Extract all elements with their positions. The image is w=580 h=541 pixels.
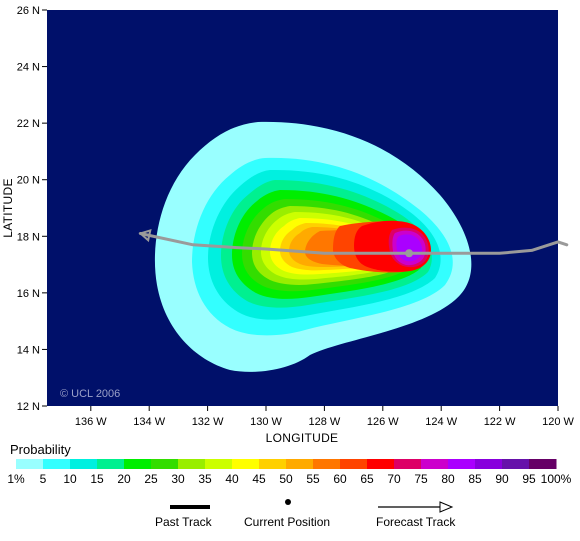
color-scale-label: 40 (225, 472, 239, 486)
forecast-track-arrow-icon (439, 501, 454, 513)
color-scale-swatch (475, 459, 503, 469)
color-scale-label: 75 (414, 472, 428, 486)
color-scale-label: 15 (90, 472, 104, 486)
y-tick-label: 16 N (17, 288, 40, 300)
color-scale-label: 85 (468, 472, 482, 486)
x-tick-label: 134 W (133, 416, 165, 428)
axis-ticks (42, 9, 559, 411)
color-scale-label: 10 (63, 472, 77, 486)
color-scale-swatch (340, 459, 368, 469)
color-scale-swatch (151, 459, 179, 469)
x-tick-label: 132 W (192, 416, 224, 428)
color-scale-label: 95 (522, 472, 536, 486)
probability-legend-title: Probability (10, 442, 71, 457)
probability-scale-labels: 1% 5 10 15 20 25 30 35 40 45 50 55 60 65 70 75 80 85 90 95 1… (7, 472, 571, 486)
color-scale-swatch (16, 459, 44, 469)
color-scale-swatch (448, 459, 476, 469)
color-scale-label: 30 (171, 472, 185, 486)
current-position-label: Current Position (244, 515, 331, 529)
x-tick-label: 128 W (309, 416, 341, 428)
y-tick-label: 20 N (17, 175, 40, 187)
color-scale-swatch (124, 459, 152, 469)
y-tick-label: 24 N (17, 62, 40, 74)
color-scale-swatch (502, 459, 530, 469)
x-tick-label: 130 W (250, 416, 282, 428)
color-scale-label: 20 (117, 472, 131, 486)
x-tick-label: 126 W (367, 416, 399, 428)
color-scale-swatch (97, 459, 125, 469)
copyright-credit: © UCL 2006 (60, 388, 120, 400)
y-tick-label: 22 N (17, 118, 40, 130)
x-tick-label: 136 W (75, 416, 107, 428)
color-scale-label: 90 (495, 472, 509, 486)
probability-color-scale (16, 459, 557, 469)
color-scale-swatch (205, 459, 233, 469)
forecast-track-arrowhead (138, 229, 152, 243)
current-position-symbol (285, 499, 291, 505)
color-scale-label: 25 (144, 472, 158, 486)
color-scale-swatch (43, 459, 71, 469)
color-scale-label: 35 (198, 472, 212, 486)
y-tick-label: 14 N (17, 344, 40, 356)
color-scale-label: 100% (541, 472, 572, 486)
x-axis-title: LONGITUDE (266, 431, 339, 445)
color-scale-label: 5 (40, 472, 47, 486)
y-tick-label: 18 N (17, 231, 40, 243)
y-tick-label: 26 N (17, 5, 40, 17)
color-scale-swatch (313, 459, 341, 469)
probability-contours (154, 121, 472, 372)
color-scale-label: 1% (7, 472, 25, 486)
x-tick-label: 124 W (425, 416, 457, 428)
color-scale-label: 60 (333, 472, 347, 486)
color-scale-label: 50 (279, 472, 293, 486)
y-tick-label: 12 N (17, 401, 40, 413)
color-scale-swatch (259, 459, 287, 469)
x-tick-label: 120 W (542, 416, 574, 428)
color-scale-swatch (178, 459, 206, 469)
color-scale-swatch (529, 459, 557, 469)
color-scale-label: 55 (306, 472, 320, 486)
forecast-track-label: Forecast Track (376, 515, 456, 529)
x-tick-label: 122 W (484, 416, 516, 428)
color-scale-swatch (367, 459, 395, 469)
current-position-marker (405, 249, 414, 258)
color-scale-swatch (421, 459, 449, 469)
color-scale-label: 70 (387, 472, 401, 486)
color-scale-swatch (70, 459, 98, 469)
past-track-label: Past Track (155, 515, 212, 529)
color-scale-swatch (232, 459, 260, 469)
axis-tick-labels: 136 W 134 W 132 W 130 W 128 W 126 W 124 W 122 W… (17, 5, 575, 428)
color-scale-label: 65 (360, 472, 374, 486)
color-scale-swatch (286, 459, 314, 469)
color-scale-label: 45 (252, 472, 266, 486)
color-scale-label: 80 (441, 472, 455, 486)
color-scale-swatch (394, 459, 422, 469)
y-axis-title: LATITUDE (1, 178, 15, 238)
